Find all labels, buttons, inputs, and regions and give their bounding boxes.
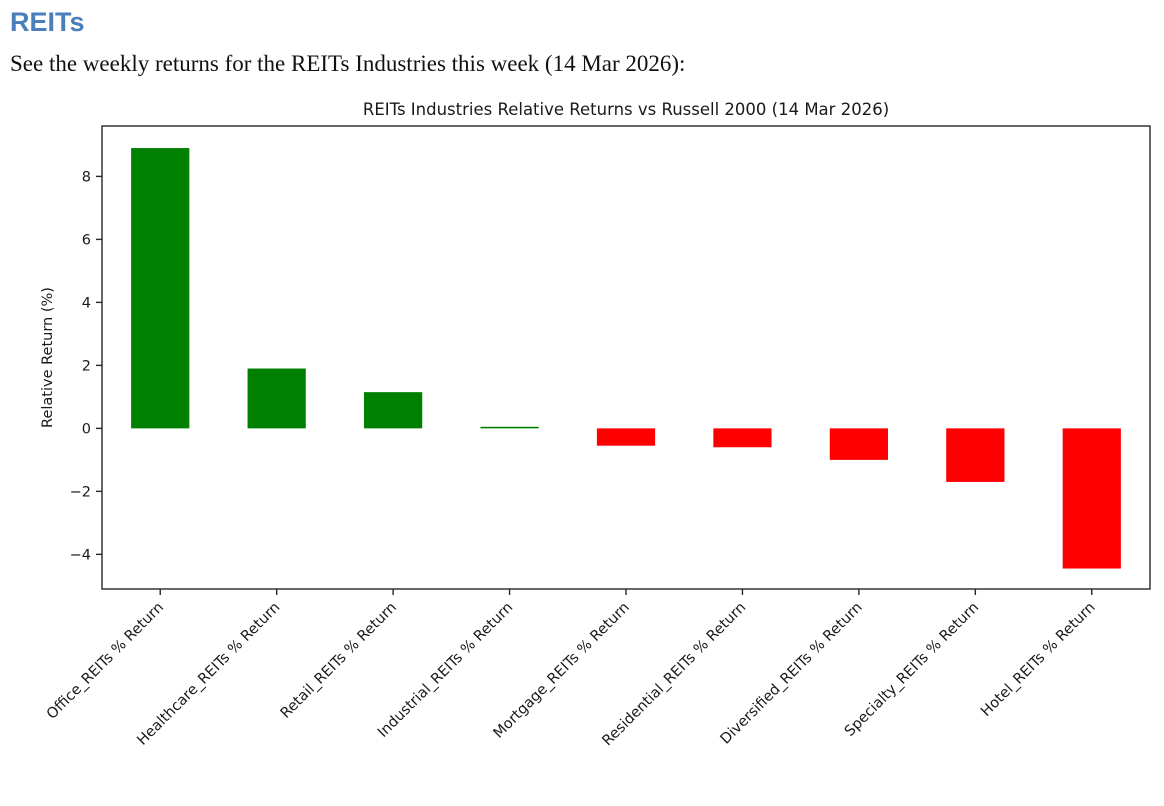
x-tick-label: Retail_REITs % Return [278,600,400,722]
bar [596,428,656,446]
y-tick-label: 2 [82,359,91,375]
x-tick-label: Office_REITs % Return [44,600,167,723]
x-tick-label: Diversified_REITs % Return [718,600,866,748]
y-tick-label: 0 [82,422,91,438]
chart-title: REITs Industries Relative Returns vs Rus… [363,100,889,119]
y-tick-label: 8 [82,170,91,186]
y-axis-label: Relative Return (%) [40,287,56,428]
y-tick-label: 4 [82,296,91,312]
bar [1062,428,1121,569]
bar [364,392,423,429]
x-tick-label: Healthcare_REITs % Return [134,600,283,749]
plot-border [101,125,1151,590]
bar [480,426,539,429]
x-tick-label: Hotel_REITs % Return [978,600,1098,720]
bar [713,428,772,448]
x-tick-label: Industrial_REITs % Return [375,600,516,741]
reits-returns-figure: REITs Industries Relative Returns vs Rus… [0,89,1164,788]
bar [829,428,888,461]
intro-text: See the weekly returns for the REITs Ind… [10,51,686,77]
y-tick-label: −4 [70,547,91,563]
bar [131,148,190,429]
page-title: REITs [10,7,85,37]
x-tick-label: Specialty_REITs % Return [842,600,982,740]
x-tick-label: Mortgage_REITs % Return [491,600,633,742]
bar [946,428,1005,483]
bar [247,368,306,429]
y-tick-label: −2 [70,485,91,501]
y-tick-label: 6 [82,233,91,249]
bar-chart-svg: REITs Industries Relative Returns vs Rus… [40,100,1151,749]
